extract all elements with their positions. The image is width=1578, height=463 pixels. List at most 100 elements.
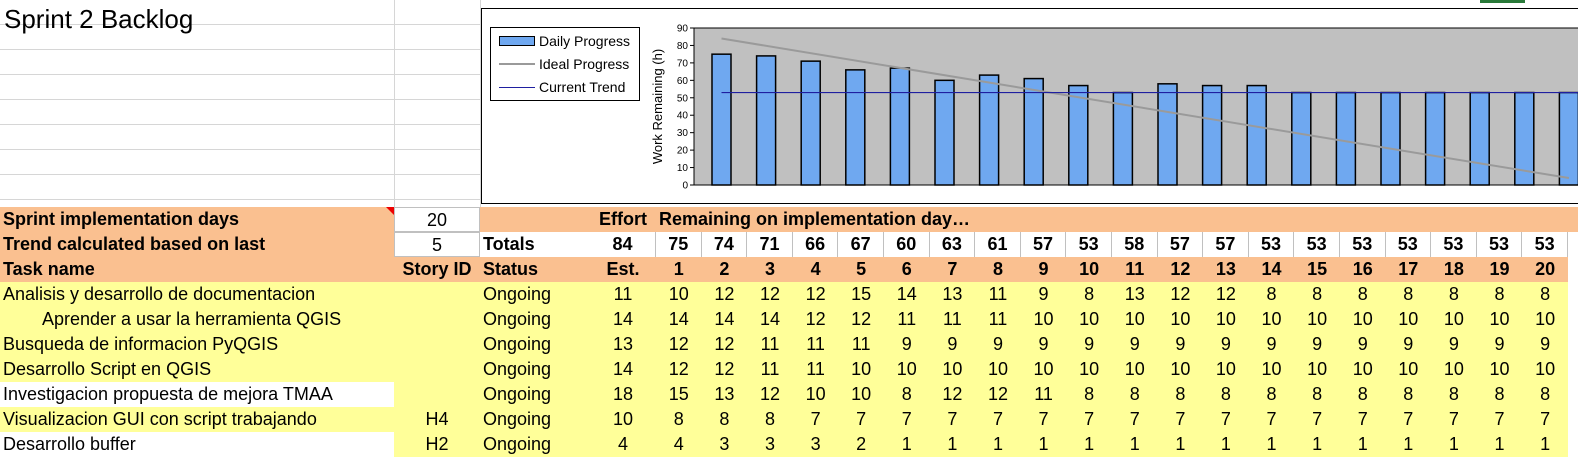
total-day-2[interactable]: 74 bbox=[701, 232, 748, 257]
remaining-day-cell[interactable]: 10 bbox=[1431, 357, 1477, 382]
remaining-day-cell[interactable]: 9 bbox=[1385, 332, 1432, 357]
remaining-day-cell[interactable]: 10 bbox=[1339, 357, 1386, 382]
remaining-day-cell[interactable]: 4 bbox=[656, 432, 702, 457]
remaining-day-cell[interactable]: 1 bbox=[1385, 432, 1432, 457]
remaining-day-cell[interactable]: 7 bbox=[1294, 407, 1340, 432]
remaining-day-cell[interactable]: 10 bbox=[883, 357, 930, 382]
remaining-day-cell[interactable]: 14 bbox=[656, 307, 702, 332]
total-day-20[interactable]: 53 bbox=[1522, 232, 1568, 257]
remaining-day-cell[interactable]: 10 bbox=[1066, 357, 1112, 382]
remaining-day-cell[interactable]: 8 bbox=[1157, 382, 1204, 407]
header-day-9[interactable]: 9 bbox=[1020, 257, 1067, 282]
remaining-day-cell[interactable]: 9 bbox=[1248, 332, 1295, 357]
remaining-day-cell[interactable]: 7 bbox=[1476, 407, 1523, 432]
remaining-day-cell[interactable]: 10 bbox=[1203, 307, 1249, 332]
remaining-day-cell[interactable]: 10 bbox=[1522, 357, 1568, 382]
remaining-day-cell[interactable]: 9 bbox=[929, 332, 976, 357]
remaining-day-cell[interactable]: 12 bbox=[747, 282, 793, 307]
daily-progress-bar[interactable] bbox=[1157, 83, 1178, 186]
header-day-8[interactable]: 8 bbox=[975, 257, 1021, 282]
remaining-day-cell[interactable]: 13 bbox=[701, 382, 748, 407]
est-cell[interactable]: 4 bbox=[590, 432, 656, 457]
status-cell[interactable]: Ongoing bbox=[480, 407, 590, 432]
trend-value[interactable]: 5 bbox=[394, 232, 480, 257]
header-day-13[interactable]: 13 bbox=[1203, 257, 1249, 282]
remaining-day-cell[interactable]: 9 bbox=[1020, 282, 1067, 307]
remaining-day-cell[interactable]: 11 bbox=[975, 307, 1021, 332]
daily-progress-bar[interactable] bbox=[1469, 91, 1490, 186]
header-day-5[interactable]: 5 bbox=[838, 257, 884, 282]
remaining-day-cell[interactable]: 7 bbox=[1339, 407, 1386, 432]
remaining-day-cell[interactable]: 8 bbox=[1294, 382, 1340, 407]
remaining-day-cell[interactable]: 14 bbox=[883, 282, 930, 307]
remaining-day-cell[interactable]: 10 bbox=[1020, 357, 1067, 382]
remaining-day-cell[interactable]: 10 bbox=[656, 282, 702, 307]
remaining-day-cell[interactable]: 10 bbox=[1294, 307, 1340, 332]
remaining-day-cell[interactable]: 9 bbox=[1294, 332, 1340, 357]
total-day-9[interactable]: 57 bbox=[1020, 232, 1067, 257]
remaining-day-cell[interactable]: 1 bbox=[1431, 432, 1477, 457]
burndown-chart[interactable]: 90 80 70 60 50 40 30 20 10 0 Work Remaining (h) Da… bbox=[481, 8, 1578, 204]
remaining-day-cell[interactable]: 10 bbox=[1248, 307, 1295, 332]
totals-est[interactable]: 84 bbox=[590, 232, 656, 257]
remaining-day-cell[interactable]: 1 bbox=[883, 432, 930, 457]
total-day-11[interactable]: 58 bbox=[1111, 232, 1158, 257]
remaining-day-cell[interactable]: 10 bbox=[1385, 307, 1432, 332]
status-cell[interactable]: Ongoing bbox=[480, 432, 590, 457]
header-day-14[interactable]: 14 bbox=[1248, 257, 1295, 282]
remaining-day-cell[interactable]: 12 bbox=[838, 307, 884, 332]
remaining-day-cell[interactable]: 12 bbox=[701, 357, 748, 382]
remaining-day-cell[interactable]: 1 bbox=[1476, 432, 1523, 457]
remaining-day-cell[interactable]: 9 bbox=[1066, 332, 1112, 357]
remaining-day-cell[interactable]: 11 bbox=[792, 357, 839, 382]
daily-progress-bar[interactable] bbox=[711, 53, 732, 186]
total-day-4[interactable]: 66 bbox=[792, 232, 839, 257]
daily-progress-bar[interactable] bbox=[1068, 84, 1089, 186]
est-cell[interactable]: 10 bbox=[590, 407, 656, 432]
daily-progress-bar[interactable] bbox=[845, 69, 866, 186]
remaining-day-cell[interactable]: 10 bbox=[792, 382, 839, 407]
remaining-day-cell[interactable]: 8 bbox=[1522, 282, 1568, 307]
remaining-day-cell[interactable]: 8 bbox=[1066, 282, 1112, 307]
remaining-day-cell[interactable]: 10 bbox=[1294, 357, 1340, 382]
story-id-cell[interactable] bbox=[394, 307, 480, 332]
remaining-day-cell[interactable]: 1 bbox=[1157, 432, 1204, 457]
total-day-3[interactable]: 71 bbox=[747, 232, 793, 257]
story-id-cell[interactable]: H2 bbox=[394, 432, 480, 457]
header-day-17[interactable]: 17 bbox=[1385, 257, 1432, 282]
remaining-day-cell[interactable]: 8 bbox=[656, 407, 702, 432]
remaining-day-cell[interactable]: 12 bbox=[1157, 282, 1204, 307]
total-day-17[interactable]: 53 bbox=[1385, 232, 1432, 257]
remaining-day-cell[interactable]: 10 bbox=[1476, 307, 1523, 332]
remaining-day-cell[interactable]: 13 bbox=[1111, 282, 1158, 307]
header-day-4[interactable]: 4 bbox=[792, 257, 839, 282]
header-day-10[interactable]: 10 bbox=[1066, 257, 1112, 282]
remaining-day-cell[interactable]: 3 bbox=[747, 432, 793, 457]
status-cell[interactable]: Ongoing bbox=[480, 357, 590, 382]
total-day-10[interactable]: 53 bbox=[1066, 232, 1112, 257]
remaining-day-cell[interactable]: 9 bbox=[1476, 332, 1523, 357]
remaining-day-cell[interactable]: 1 bbox=[1339, 432, 1386, 457]
remaining-day-cell[interactable]: 15 bbox=[838, 282, 884, 307]
remaining-day-cell[interactable]: 10 bbox=[1020, 307, 1067, 332]
remaining-day-cell[interactable]: 12 bbox=[747, 382, 793, 407]
status-cell[interactable]: Ongoing bbox=[480, 332, 590, 357]
remaining-day-cell[interactable]: 10 bbox=[1111, 357, 1158, 382]
remaining-day-cell[interactable]: 9 bbox=[975, 332, 1021, 357]
remaining-day-cell[interactable]: 1 bbox=[1066, 432, 1112, 457]
remaining-day-cell[interactable]: 12 bbox=[929, 382, 976, 407]
remaining-day-cell[interactable]: 11 bbox=[747, 332, 793, 357]
header-day-3[interactable]: 3 bbox=[747, 257, 793, 282]
ideal-progress-line[interactable] bbox=[721, 37, 1570, 180]
remaining-day-cell[interactable]: 11 bbox=[929, 307, 976, 332]
chart-legend[interactable]: Daily Progress Ideal Progress Current Tr… bbox=[490, 27, 640, 101]
remaining-day-cell[interactable]: 8 bbox=[1522, 382, 1568, 407]
remaining-day-cell[interactable]: 8 bbox=[1476, 282, 1523, 307]
remaining-day-cell[interactable]: 9 bbox=[883, 332, 930, 357]
total-day-13[interactable]: 57 bbox=[1203, 232, 1249, 257]
remaining-day-cell[interactable]: 7 bbox=[792, 407, 839, 432]
remaining-day-cell[interactable]: 14 bbox=[747, 307, 793, 332]
remaining-day-cell[interactable]: 1 bbox=[1248, 432, 1295, 457]
header-day-16[interactable]: 16 bbox=[1339, 257, 1386, 282]
remaining-day-cell[interactable]: 7 bbox=[1522, 407, 1568, 432]
